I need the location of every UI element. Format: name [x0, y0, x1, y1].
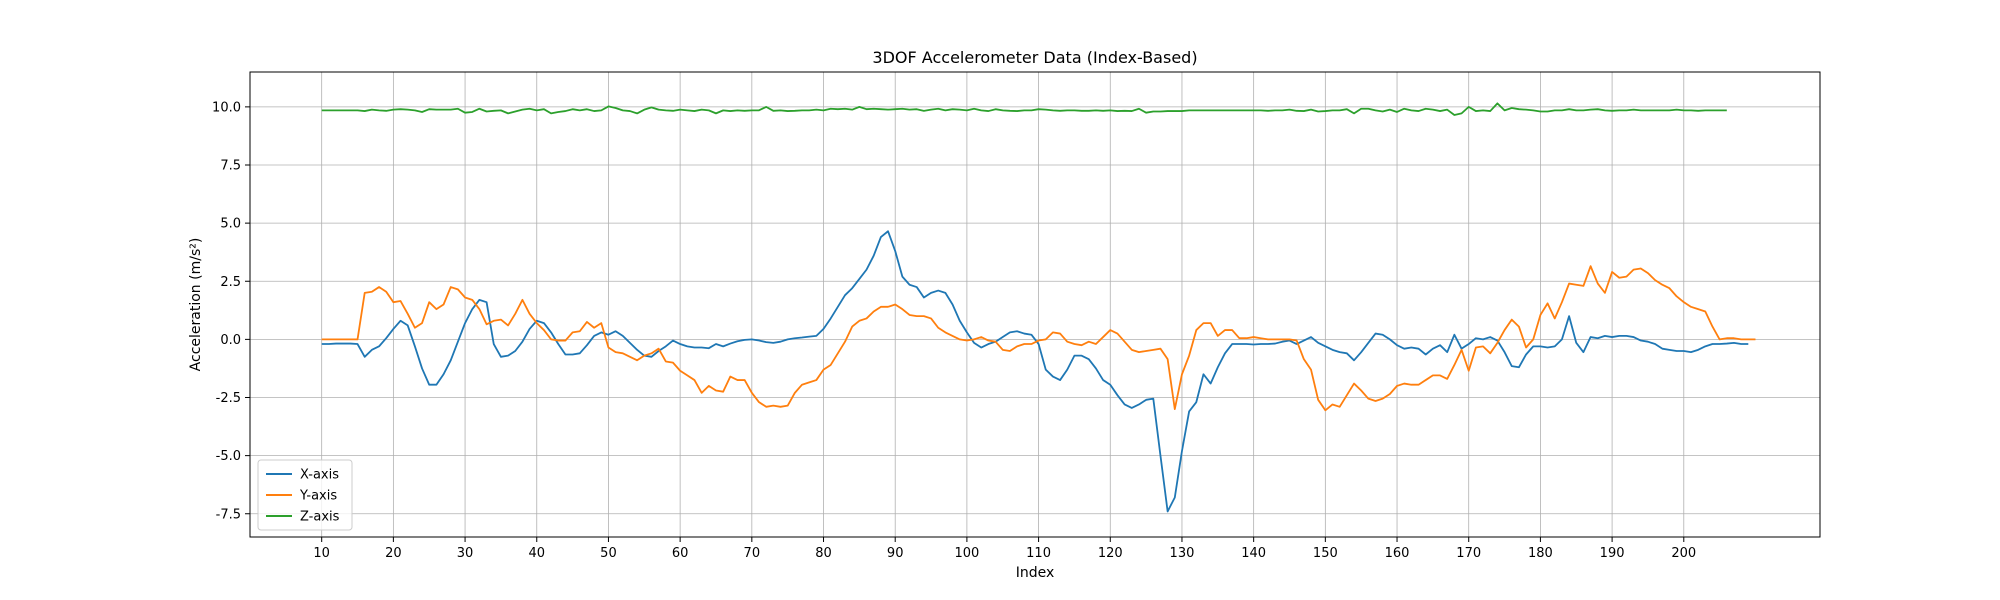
legend-entry-label: Y-axis [299, 489, 337, 504]
legend: X-axis Y-axis Z-axis [257, 459, 353, 531]
plot-frame [249, 71, 1821, 538]
x-tick-label: 110 [1026, 546, 1051, 561]
x-tick-label: 30 [457, 546, 474, 561]
series-lines [321, 102, 1756, 513]
x-tick-label: 60 [672, 546, 689, 561]
y-tick-label: -5.0 [216, 449, 241, 464]
y-tick-label: -7.5 [216, 507, 241, 522]
x-tick-label: 90 [887, 546, 904, 561]
x-tick-label: 150 [1313, 546, 1338, 561]
x-tick-label: 70 [744, 546, 761, 561]
chart-title: 3DOF Accelerometer Data (Index-Based) [872, 48, 1197, 67]
x-tick-label: 40 [528, 546, 545, 561]
grid-lines [250, 72, 1820, 537]
x-tick-label: 170 [1456, 546, 1481, 561]
x-tick-label: 130 [1170, 546, 1195, 561]
x-tick-label: 80 [815, 546, 832, 561]
y-axis-label: Acceleration (m/s²) [188, 238, 204, 372]
y-tick-label: 5.0 [220, 217, 241, 232]
y-tick-label: 10.0 [212, 100, 241, 115]
x-tick-label: 100 [954, 546, 979, 561]
y-axis-ticks: -7.5 -5.0 -2.5 0.0 2.5 5.0 7.5 10.0 [212, 100, 250, 522]
x-tick-label: 200 [1671, 546, 1696, 561]
legend-box [257, 459, 353, 531]
y-tick-label: 7.5 [220, 159, 241, 174]
y-tick-label: 2.5 [220, 275, 241, 290]
series-line-y-axis [321, 265, 1756, 412]
legend-entry-label: X-axis [300, 468, 339, 483]
series-line-z-axis [321, 102, 1727, 116]
y-tick-label: 0.0 [220, 333, 241, 348]
x-tick-label: 190 [1600, 546, 1625, 561]
x-tick-label: 140 [1241, 546, 1266, 561]
x-tick-label: 180 [1528, 546, 1553, 561]
legend-entry-label: Z-axis [300, 510, 340, 525]
x-tick-label: 50 [600, 546, 617, 561]
x-tick-label: 160 [1385, 546, 1410, 561]
x-tick-label: 10 [313, 546, 330, 561]
series-line-x-axis [321, 230, 1749, 513]
y-tick-label: -2.5 [216, 391, 241, 406]
x-tick-label: 20 [385, 546, 402, 561]
x-axis-label: Index [1016, 565, 1055, 581]
x-axis-ticks: 10 20 30 40 50 60 70 80 90 100 110 120 130 140 150 160 1… [313, 537, 1696, 561]
x-tick-label: 120 [1098, 546, 1123, 561]
